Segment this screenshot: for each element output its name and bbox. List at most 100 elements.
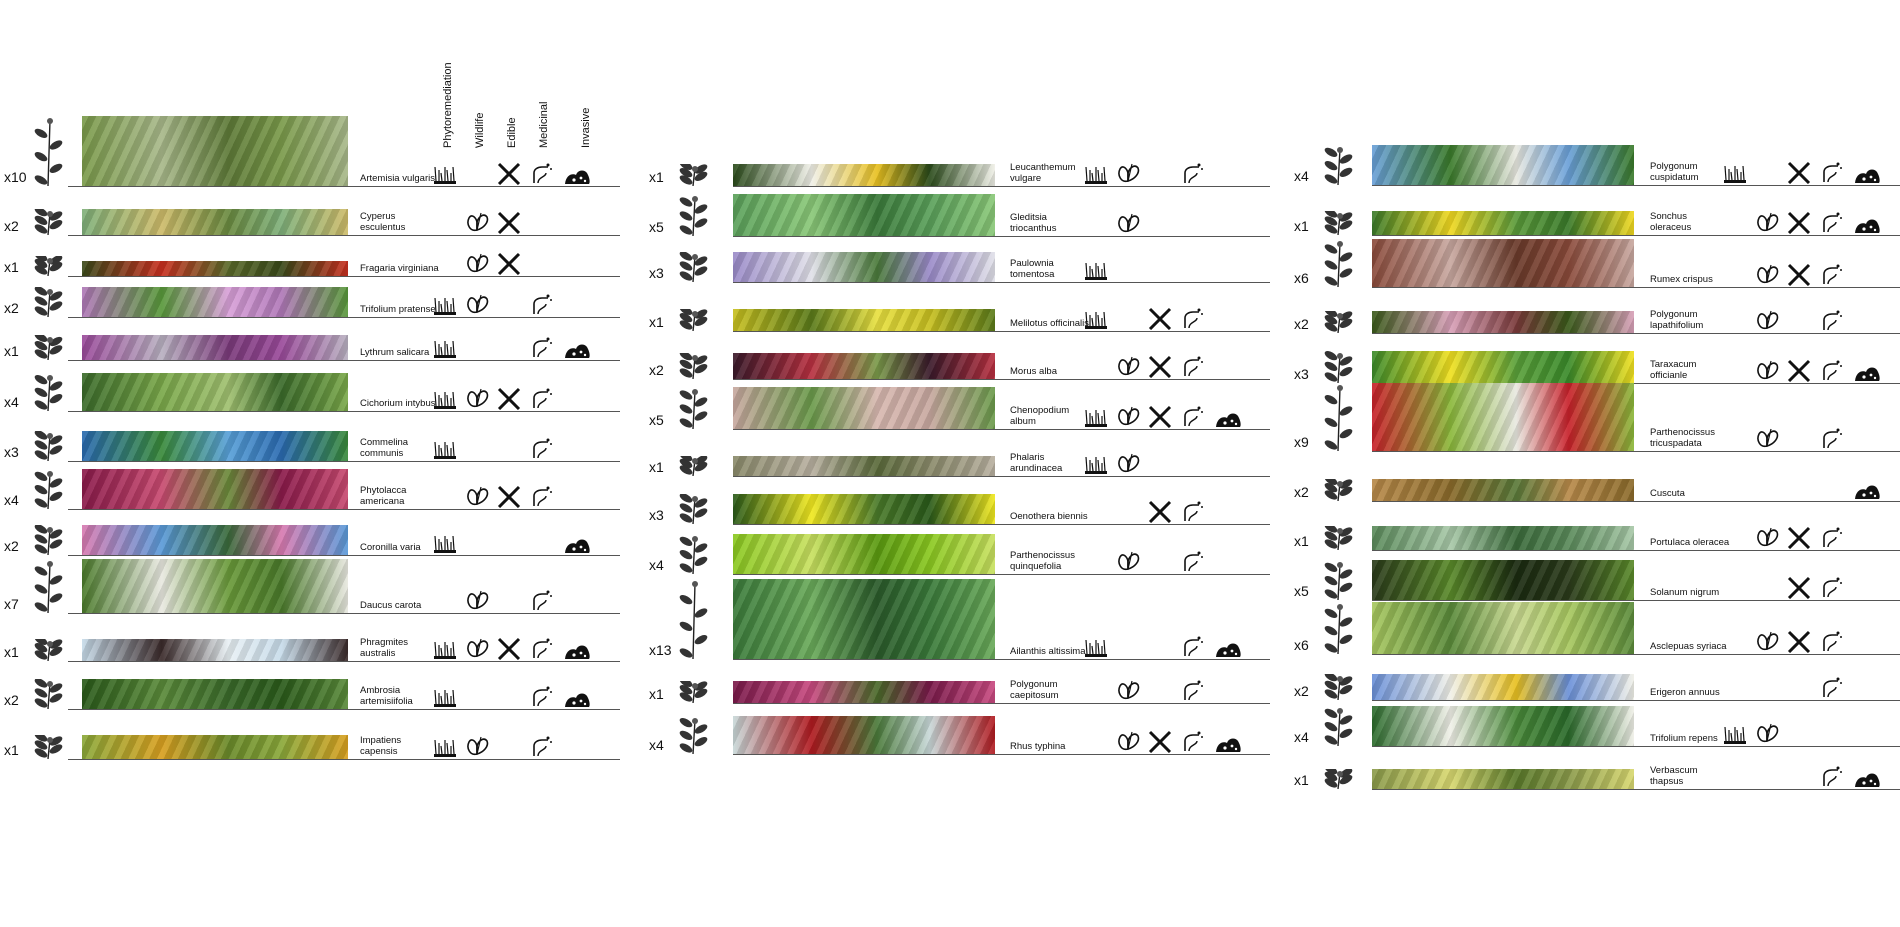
plant-row: x4 Phytolacca americana <box>0 468 620 510</box>
row-divider <box>68 555 620 556</box>
plant-count: x5 <box>649 219 664 235</box>
phytoremediation-icon <box>1722 160 1748 184</box>
plant-photo <box>733 194 995 236</box>
edible-icon <box>496 210 522 235</box>
plant-name: Impatiens capensis <box>360 735 402 757</box>
row-divider <box>1372 501 1900 502</box>
plant-silhouette-icon <box>1316 208 1360 236</box>
plant-attribute-icons <box>1722 575 1900 600</box>
plant-photo <box>82 261 348 276</box>
medicinal-icon <box>528 684 554 708</box>
plant-count: x1 <box>649 314 664 330</box>
row-divider <box>733 236 1270 237</box>
plant-photo <box>82 287 348 317</box>
phytoremediation-icon <box>432 386 458 410</box>
plant-count: x1 <box>1294 218 1309 234</box>
medicinal-icon <box>1179 354 1205 378</box>
edible-icon <box>496 636 522 661</box>
row-divider <box>1372 185 1900 186</box>
edible-icon <box>1786 262 1812 287</box>
plant-name: Rhus typhina <box>1010 740 1066 752</box>
row-divider <box>68 186 620 187</box>
medicinal-icon <box>1818 160 1844 184</box>
plant-row: x4 Cichorium intybus <box>0 372 620 412</box>
edible-icon <box>1786 575 1812 600</box>
phytoremediation-icon <box>432 161 458 185</box>
plant-photo <box>733 456 995 476</box>
plant-attribute-icons <box>432 251 622 276</box>
row-divider <box>733 429 1270 430</box>
invasive-icon <box>1854 160 1880 184</box>
plant-silhouette-icon <box>671 716 715 755</box>
wildlife-icon <box>464 484 490 508</box>
wildlife-icon <box>464 251 490 275</box>
plant-row: x1 Melilotus officinalis <box>645 305 1270 332</box>
plant-name: Cichorium intybus <box>360 397 436 409</box>
row-divider <box>1372 333 1900 334</box>
plant-row: x2 Trifolium pratense <box>0 286 620 318</box>
medicinal-icon <box>1818 525 1844 549</box>
plant-name: Oenothera biennis <box>1010 510 1088 522</box>
plant-silhouette-icon <box>26 373 70 412</box>
row-divider <box>733 476 1270 477</box>
medicinal-icon <box>1179 729 1205 753</box>
medicinal-icon <box>528 636 554 660</box>
phytoremediation-icon <box>1083 634 1109 658</box>
wildlife-icon <box>1115 678 1141 702</box>
plant-photo <box>82 679 348 709</box>
plant-row: x2 Ambrosia artemisiifolia <box>0 678 620 710</box>
medicinal-icon <box>528 734 554 758</box>
phytoremediation-icon <box>432 684 458 708</box>
row-divider <box>1372 654 1900 655</box>
plant-silhouette-icon <box>671 493 715 525</box>
plant-attribute-icons <box>1722 675 1900 699</box>
plant-row: x4 Trifolium repens <box>1290 705 1900 747</box>
row-divider <box>1372 600 1900 601</box>
invasive-icon <box>564 161 590 185</box>
plant-count: x4 <box>1294 729 1309 745</box>
plant-silhouette-icon <box>1316 706 1360 747</box>
plant-photo <box>733 534 995 574</box>
plant-count: x4 <box>649 557 664 573</box>
plant-row: x1 Verbascum thapsus <box>1290 765 1900 790</box>
plant-photo <box>82 469 348 509</box>
plant-photo <box>1372 383 1634 451</box>
invasive-icon <box>1854 210 1880 234</box>
plant-name: Lythrum salicara <box>360 346 430 358</box>
plant-silhouette-icon <box>1316 560 1360 601</box>
medicinal-icon <box>528 484 554 508</box>
plant-count: x3 <box>649 265 664 281</box>
row-divider <box>733 282 1270 283</box>
plant-photo <box>1372 479 1634 501</box>
plant-count: x10 <box>4 169 27 185</box>
plant-silhouette-icon <box>26 635 70 662</box>
wildlife-icon <box>464 636 490 660</box>
plant-photo <box>733 716 995 754</box>
plant-photo <box>1372 560 1634 600</box>
plant-silhouette-icon <box>1316 672 1360 701</box>
plant-attribute-icons <box>432 484 622 509</box>
row-divider <box>733 659 1270 660</box>
plant-name: Rumex crispus <box>1650 273 1713 285</box>
plant-photo <box>733 387 995 429</box>
plant-silhouette-icon <box>26 252 70 277</box>
plant-name: Erigeron annuus <box>1650 686 1720 698</box>
edible-icon <box>1786 629 1812 654</box>
row-divider <box>68 360 620 361</box>
phytoremediation-icon <box>432 436 458 460</box>
plant-name: Parthenocissus quinquefolia <box>1010 550 1075 572</box>
plant-row: x1 Leucanthemum vulgare <box>645 160 1270 187</box>
medicinal-icon <box>1818 262 1844 286</box>
plant-count: x2 <box>649 362 664 378</box>
plant-name: Polygonum caepitosum <box>1010 679 1059 701</box>
plant-silhouette-icon <box>1316 475 1360 502</box>
wildlife-icon <box>1754 308 1780 332</box>
medicinal-icon <box>1818 629 1844 653</box>
plant-name: Asclepuas syriaca <box>1650 640 1727 652</box>
plant-name: Gleditsia triocanthus <box>1010 212 1057 234</box>
row-divider <box>1372 746 1900 747</box>
phytoremediation-icon <box>1083 404 1109 428</box>
phytoremediation-icon <box>432 292 458 316</box>
row-divider <box>68 613 620 614</box>
plant-silhouette-icon <box>1316 602 1360 655</box>
